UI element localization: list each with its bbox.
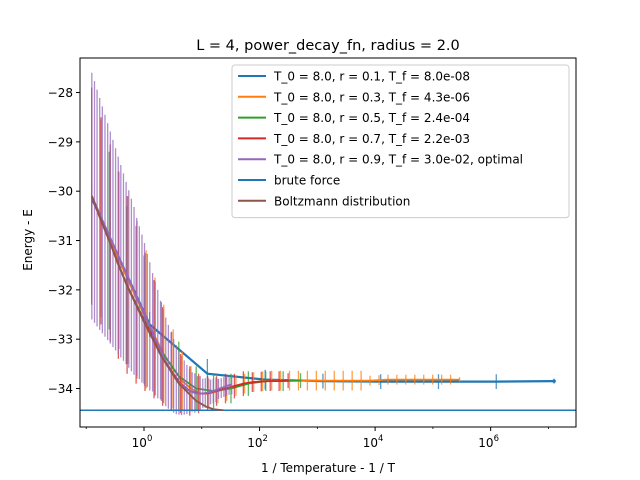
- y-tick-label: −30: [48, 185, 73, 199]
- chart-title: L = 4, power_decay_fn, radius = 2.0: [196, 38, 460, 54]
- series-6: [90, 195, 224, 412]
- series-end-marker: [552, 379, 556, 383]
- legend-label: T_0 = 8.0, r = 0.9, T_f = 3.0e-02, optim…: [273, 153, 523, 167]
- legend-label: T_0 = 8.0, r = 0.3, T_f = 4.3e-06: [273, 90, 470, 104]
- series-line: [90, 195, 224, 412]
- legend-label: T_0 = 8.0, r = 0.1, T_f = 8.0e-08: [273, 70, 470, 84]
- legend-label: Boltzmann distribution: [274, 194, 410, 208]
- y-tick-label: −32: [48, 283, 73, 297]
- x-axis-label: 1 / Temperature - 1 / T: [261, 461, 396, 475]
- y-tick-label: −33: [48, 333, 73, 347]
- legend-label: T_0 = 8.0, r = 0.5, T_f = 2.4e-04: [273, 111, 470, 125]
- axes-frame: [79, 57, 577, 428]
- series-line: [91, 195, 232, 395]
- y-tick-label: −28: [48, 86, 73, 100]
- y-tick-label: −29: [48, 135, 73, 149]
- plot-area: [80, 72, 576, 416]
- y-axis-label: Energy - E: [21, 209, 35, 271]
- legend-box: [231, 64, 570, 219]
- legend-label: T_0 = 8.0, r = 0.7, T_f = 2.2e-03: [273, 132, 470, 146]
- legend-label: brute force: [274, 174, 340, 188]
- series-4: [91, 72, 233, 416]
- plot-clip-group: [80, 72, 576, 416]
- legend: T_0 = 8.0, r = 0.1, T_f = 8.0e-08 T_0 = 8…: [231, 64, 570, 219]
- y-tick-label: −34: [48, 382, 73, 396]
- y-tick-label: −31: [48, 234, 73, 248]
